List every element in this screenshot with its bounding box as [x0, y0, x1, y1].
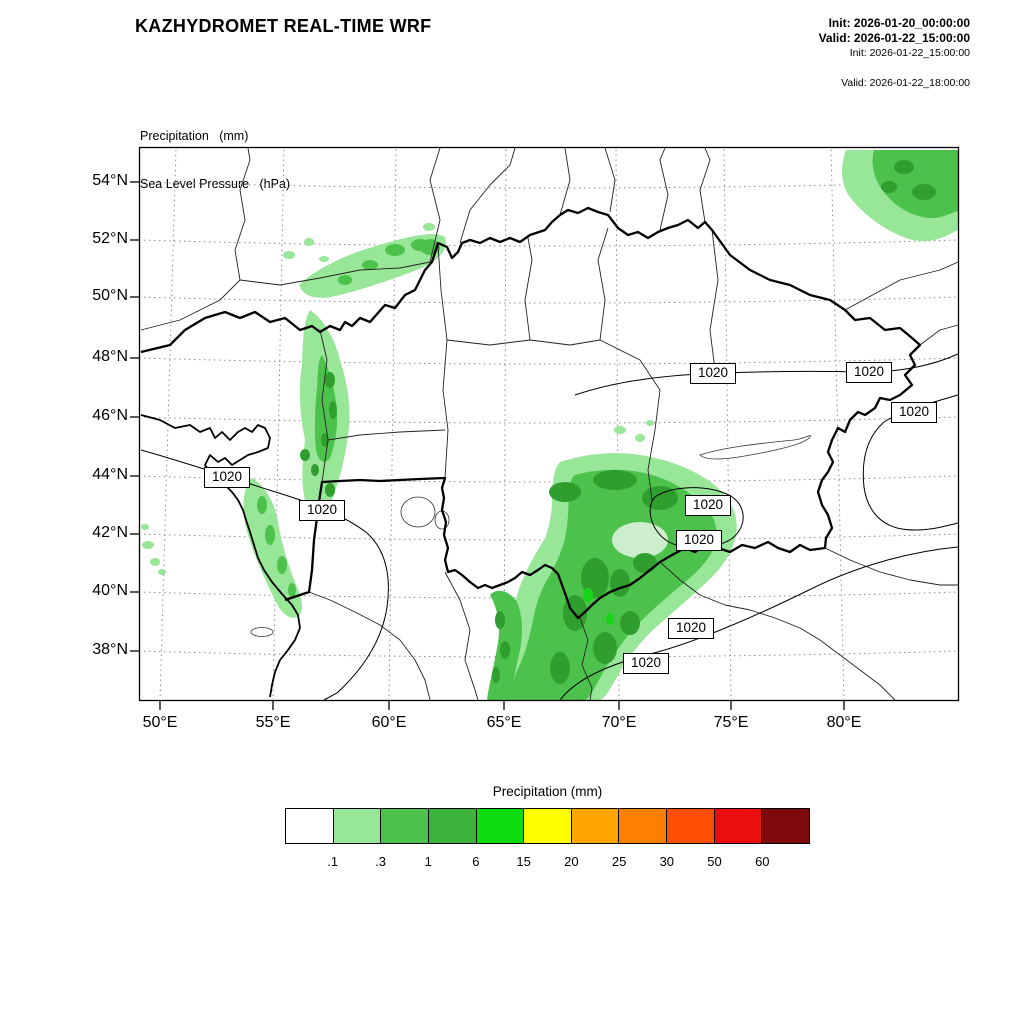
x-tick-50e: 50°E — [142, 714, 178, 731]
x-tick-75e: 75°E — [713, 714, 749, 731]
pressure-label: 1020 — [299, 500, 345, 521]
map-svg — [130, 146, 960, 710]
run-time-info: Init: 2026-01-20_00:00:00 Valid: 2026-01… — [819, 16, 970, 90]
kazakhstan-border — [140, 206, 922, 620]
pressure-label: 1020 — [676, 530, 722, 551]
legend-label: 1 — [424, 854, 432, 869]
precipitation-legend: Precipitation (mm) .1 .3 1 6 15 20 25 30… — [285, 784, 811, 876]
init-time-secondary: Init: 2026-01-22_15:00:00 — [849, 47, 970, 59]
legend-title: Precipitation (mm) — [492, 784, 603, 799]
pressure-label: 1020 — [685, 495, 731, 516]
pressure-label: 1020 — [891, 402, 937, 423]
legend-swatch — [761, 808, 811, 844]
field-label-pressure: Sea Level Pressure (hPa) — [140, 177, 291, 191]
x-tick-70e: 70°E — [601, 714, 637, 731]
legend-label: 30 — [659, 854, 675, 869]
legend-label: .3 — [375, 854, 386, 869]
field-label-precipitation: Precipitation (mm) — [140, 129, 249, 143]
legend-swatch — [332, 808, 382, 844]
y-tick-48n: 48°N — [92, 348, 128, 365]
plotted-fields-labels: Precipitation (mm) Sea Level Pressure (h… — [140, 96, 290, 224]
y-tick-52n: 52°N — [92, 230, 128, 247]
legend-swatch — [570, 808, 620, 844]
init-time-primary: Init: 2026-01-20_00:00:00 — [828, 16, 970, 30]
pressure-label: 1020 — [668, 618, 714, 639]
caspian-coastline — [140, 414, 301, 698]
x-tick-65e: 65°E — [486, 714, 522, 731]
x-tick-60e: 60°E — [371, 714, 407, 731]
legend-color-bar — [285, 808, 811, 844]
valid-time-primary: Valid: 2026-01-22_15:00:00 — [818, 31, 970, 45]
legend-label: 25 — [611, 854, 627, 869]
legend-threshold-labels: .1 .3 1 6 15 20 25 30 50 60 — [285, 854, 810, 876]
legend-swatch — [618, 808, 668, 844]
y-tick-46n: 46°N — [92, 407, 128, 424]
valid-time-secondary: Valid: 2026-01-22_18:00:00 — [841, 77, 970, 89]
lake-outlines — [250, 435, 811, 637]
legend-swatch — [666, 808, 715, 844]
pressure-label: 1020 — [623, 653, 669, 674]
y-tick-40n: 40°N — [92, 582, 128, 599]
legend-swatch — [523, 808, 572, 844]
y-tick-50n: 50°N — [92, 287, 128, 304]
legend-label: 60 — [755, 854, 770, 869]
map-frame — [138, 146, 960, 702]
precipitation-bright-spots — [583, 588, 614, 625]
legend-label: 15 — [516, 854, 531, 869]
page-title: KAZHYDROMET REAL-TIME WRF — [135, 16, 432, 36]
x-tick-55e: 55°E — [255, 714, 291, 731]
region-borders — [140, 147, 959, 701]
axis-ticks — [130, 181, 845, 710]
x-tick-80e: 80°E — [826, 714, 862, 731]
spacer — [819, 60, 970, 76]
legend-label: .1 — [327, 854, 339, 869]
pressure-label: 1020 — [846, 362, 892, 383]
legend-label: 50 — [707, 854, 722, 869]
legend-swatch — [380, 808, 429, 844]
legend-swatch — [285, 808, 334, 844]
legend-swatch — [475, 808, 525, 844]
y-tick-54n: 54°N — [92, 172, 128, 189]
precipitation-heavy-shading — [300, 160, 936, 684]
pressure-label: 1020 — [690, 363, 736, 384]
precipitation-pale-patch — [612, 522, 668, 558]
legend-label: 20 — [564, 854, 579, 869]
legend-swatch — [427, 808, 477, 844]
map-panel: 1020 1020 1020 1020 1020 1020 1020 1020 … — [130, 146, 960, 710]
y-tick-42n: 42°N — [92, 524, 128, 541]
legend-label: 6 — [472, 854, 480, 869]
y-tick-44n: 44°N — [92, 466, 128, 483]
legend-swatch — [713, 808, 763, 844]
y-tick-38n: 38°N — [92, 641, 128, 658]
pressure-label: 1020 — [204, 467, 250, 488]
